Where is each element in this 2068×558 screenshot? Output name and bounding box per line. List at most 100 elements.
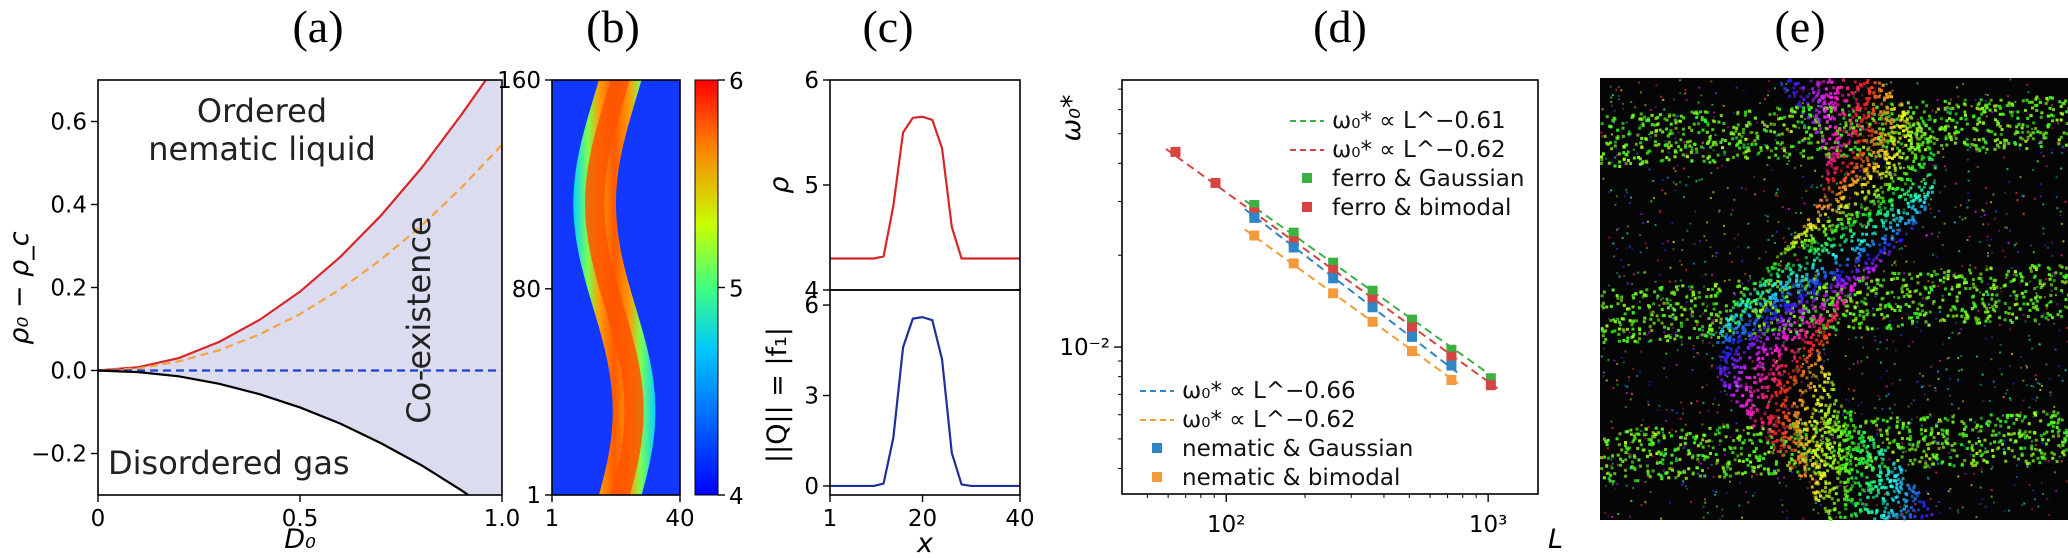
defect-pixel bbox=[1851, 150, 1855, 154]
band-pixel bbox=[1625, 339, 1629, 343]
defect-pixel bbox=[1846, 489, 1850, 493]
band-pixel bbox=[1644, 159, 1648, 163]
band-pixel bbox=[1929, 285, 1933, 289]
defect-pixel bbox=[1858, 484, 1862, 488]
fit-line-3 bbox=[1244, 228, 1459, 385]
defect-pixel bbox=[1858, 436, 1862, 440]
band-pixel bbox=[1666, 306, 1670, 310]
band-pixel bbox=[1878, 139, 1882, 143]
band-pixel bbox=[1676, 446, 1680, 450]
defect-pixel bbox=[1843, 416, 1847, 420]
band-pixel bbox=[1786, 464, 1790, 468]
band-pixel bbox=[2003, 138, 2007, 142]
band-pixel bbox=[1763, 452, 1767, 456]
defect-pixel bbox=[1723, 373, 1727, 377]
defect-pixel bbox=[1815, 256, 1819, 260]
defect-pixel bbox=[1881, 83, 1885, 87]
band-pixel bbox=[1632, 466, 1636, 470]
defect-pixel bbox=[1838, 434, 1842, 438]
noise-pixel bbox=[1615, 88, 1618, 91]
defect-pixel bbox=[1910, 151, 1914, 155]
band-pixel bbox=[1946, 274, 1950, 278]
defect-pixel bbox=[1796, 428, 1800, 432]
band-pixel bbox=[1710, 328, 1714, 332]
band-pixel bbox=[2003, 301, 2007, 305]
band-pixel bbox=[1782, 288, 1786, 292]
band-pixel bbox=[1755, 456, 1759, 460]
band-pixel bbox=[1976, 118, 1980, 122]
band-pixel bbox=[1918, 302, 1922, 306]
noise-pixel bbox=[2042, 232, 2045, 235]
defect-pixel bbox=[1882, 153, 1886, 157]
band-pixel bbox=[1900, 323, 1904, 327]
defect-pixel bbox=[1912, 486, 1916, 490]
defect-pixel bbox=[1747, 398, 1751, 402]
band-pixel bbox=[1997, 431, 2001, 435]
noise-pixel bbox=[1950, 403, 1953, 406]
band-pixel bbox=[1767, 155, 1771, 159]
defect-pixel bbox=[1826, 376, 1830, 380]
defect-pixel bbox=[1785, 267, 1789, 271]
defect-pixel bbox=[1820, 459, 1824, 463]
defect-pixel bbox=[1762, 282, 1766, 286]
band-pixel bbox=[1918, 312, 1922, 316]
defect-pixel bbox=[1793, 424, 1797, 428]
defect-pixel bbox=[1737, 304, 1741, 308]
defect-pixel bbox=[1819, 198, 1823, 202]
band-pixel bbox=[1622, 157, 1626, 161]
defect-pixel bbox=[1756, 372, 1760, 376]
noise-pixel bbox=[1674, 280, 1677, 283]
band-pixel bbox=[1623, 312, 1627, 316]
band-pixel bbox=[1794, 105, 1798, 109]
band-pixel bbox=[1633, 455, 1637, 459]
band-pixel bbox=[2055, 118, 2059, 122]
defect-pixel bbox=[1777, 354, 1781, 358]
y-tick-label: 1 bbox=[526, 483, 541, 509]
defect-pixel bbox=[1895, 153, 1899, 157]
band-pixel bbox=[2025, 462, 2029, 466]
band-pixel bbox=[2010, 110, 2014, 114]
band-pixel bbox=[1766, 327, 1770, 331]
top-legend-marker bbox=[1302, 173, 1312, 183]
band-pixel bbox=[1971, 464, 1975, 468]
noise-pixel bbox=[1956, 86, 1959, 89]
noise-pixel bbox=[1685, 153, 1688, 156]
band-pixel bbox=[1670, 131, 1674, 135]
band-pixel bbox=[1765, 144, 1769, 148]
defect-pixel bbox=[1823, 474, 1827, 478]
band-pixel bbox=[1973, 138, 1977, 142]
defect-pixel bbox=[1849, 419, 1853, 423]
defect-pixel bbox=[1886, 492, 1890, 496]
defect-pixel bbox=[1854, 258, 1858, 262]
defect-pixel bbox=[1830, 228, 1834, 232]
defect-pixel bbox=[1827, 408, 1831, 412]
band-pixel bbox=[1948, 135, 1952, 139]
band-pixel bbox=[1885, 145, 1889, 149]
band-pixel bbox=[2031, 302, 2035, 306]
defect-pixel bbox=[1853, 166, 1857, 170]
defect-pixel bbox=[1826, 80, 1830, 84]
defect-pixel bbox=[1825, 248, 1829, 252]
defect-pixel bbox=[1894, 187, 1898, 191]
defect-pixel bbox=[1865, 102, 1869, 106]
defect-pixel bbox=[1878, 89, 1882, 93]
band-pixel bbox=[1687, 449, 1691, 453]
band-pixel bbox=[1767, 282, 1771, 286]
band-pixel bbox=[1711, 333, 1715, 337]
defect-pixel bbox=[1883, 212, 1887, 216]
band-pixel bbox=[1613, 117, 1617, 121]
defect-pixel bbox=[1798, 398, 1802, 402]
noise-pixel bbox=[1827, 207, 1830, 210]
band-pixel bbox=[1665, 127, 1669, 131]
band-pixel bbox=[1684, 145, 1688, 149]
data-point bbox=[1288, 236, 1299, 247]
defect-pixel bbox=[1905, 126, 1909, 130]
defect-pixel bbox=[1867, 270, 1871, 274]
defect-pixel bbox=[1898, 155, 1902, 159]
defect-pixel bbox=[1753, 375, 1757, 379]
defect-pixel bbox=[1822, 108, 1826, 112]
band-pixel bbox=[1624, 162, 1628, 166]
band-pixel bbox=[1931, 453, 1935, 457]
defect-pixel bbox=[1881, 224, 1885, 228]
defect-pixel bbox=[1827, 219, 1831, 223]
